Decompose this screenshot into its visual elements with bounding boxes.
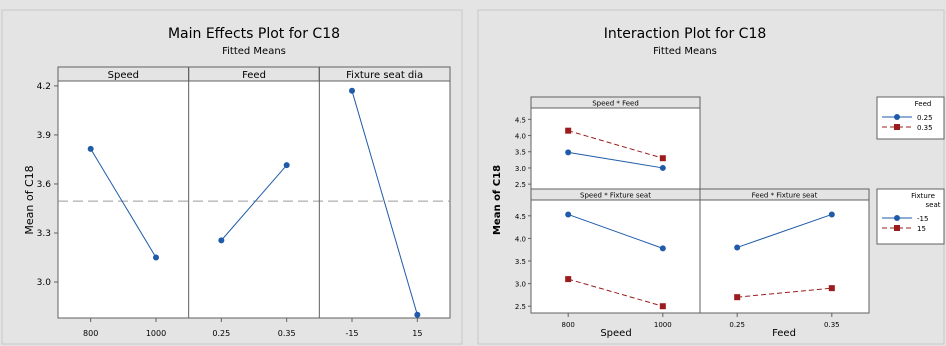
main-effects-point: [414, 311, 421, 318]
main-effects-subtitle: Fitted Means: [222, 46, 286, 57]
interaction-xtick-label: 1000: [654, 321, 672, 329]
interaction-point: [659, 303, 666, 310]
interaction-ytick-label: 3.5: [515, 258, 526, 266]
interaction-legend-box: [876, 188, 945, 245]
interaction-ylabel: Mean of C18: [492, 165, 503, 235]
interaction-legend-label: 15: [917, 225, 926, 233]
main-effects-xtick-label: 0.25: [212, 329, 230, 338]
main-effects-xtick-label: 1000: [146, 329, 166, 338]
interaction-title: Interaction Plot for C18: [604, 26, 767, 42]
interaction-point: [659, 245, 666, 252]
interaction-ytick-label: 2.5: [515, 181, 526, 189]
interaction-strip-label: Speed * Fixture seat: [580, 192, 651, 200]
interaction-series-line: [568, 213, 663, 249]
interaction-legend-marker: [894, 114, 900, 120]
interaction-strip: [699, 188, 870, 201]
main-effects-strip-label: Fixture seat dia: [346, 70, 423, 81]
main-effects-line: [220, 164, 288, 241]
main-effects-xtick-label: 15: [412, 329, 422, 338]
interaction-legend-box: [876, 96, 945, 140]
interaction-xtick-label: 0.35: [824, 321, 840, 329]
interaction-point: [565, 149, 572, 156]
interaction-strip-label: Feed * Fixture seat: [752, 192, 818, 200]
interaction-point: [734, 244, 741, 251]
interaction-ytick-label: 2.5: [515, 303, 526, 311]
main-effects-point: [153, 254, 159, 261]
interaction-ytick-label: 3.0: [515, 165, 526, 173]
interaction-ytick-label: 4.5: [515, 116, 526, 124]
main-effects-xtick-label: 800: [83, 329, 98, 338]
main-effects-point: [87, 145, 94, 152]
interaction-point: [565, 276, 572, 283]
interaction-legend-marker: [894, 225, 900, 231]
main-effects-line: [90, 148, 157, 258]
interaction-strip: [530, 96, 701, 109]
interaction-point: [828, 285, 835, 292]
main-effects-line: [351, 90, 418, 315]
interaction-point: [828, 211, 835, 218]
interaction-ytick-label: 3.0: [515, 281, 526, 289]
main-effects-xtick-label: -15: [345, 329, 358, 338]
interaction-legend-title: seat: [926, 201, 941, 209]
interaction-series-line: [568, 278, 663, 307]
interaction-series-line: [737, 213, 832, 248]
interaction-point: [659, 155, 666, 162]
main-effects-point: [349, 87, 355, 94]
interaction-ytick-label: 4.0: [515, 235, 526, 243]
interaction-point: [659, 164, 666, 171]
main-effects-ylabel: Mean of C18: [23, 165, 36, 234]
main-effects-ytick-label: 4.2: [37, 82, 51, 92]
interaction-plot-area: [699, 188, 870, 314]
interaction-ytick-label: 3.5: [515, 149, 526, 157]
interaction-subtitle: Fitted Means: [653, 46, 717, 57]
interaction-xlabel-speed: Speed: [600, 328, 631, 339]
interaction-xlabel-feed: Feed: [772, 328, 796, 339]
main-effects-ytick-label: 3.3: [37, 229, 51, 239]
interaction-legend-title: Feed: [915, 100, 932, 108]
interaction-ytick-label: 4.5: [515, 213, 526, 221]
interaction-plot-area: [530, 188, 701, 314]
interaction-legend-label: 0.25: [917, 114, 933, 122]
main-effects-strip-label: Feed: [242, 70, 266, 81]
interaction-series-line: [568, 151, 663, 169]
interaction-point: [734, 294, 741, 301]
main-effects-point: [218, 237, 225, 244]
interaction-legend-title: Fixture: [911, 192, 935, 200]
main-effects-point: [283, 162, 290, 169]
interaction-legend-marker: [894, 215, 900, 221]
main-effects-title: Main Effects Plot for C18: [168, 26, 340, 42]
main-effects-ytick-label: 3.0: [37, 278, 52, 288]
interaction-legend-label: -15: [917, 215, 928, 223]
main-effects-ytick-label: 3.9: [37, 131, 52, 141]
interaction-point: [565, 211, 572, 218]
interaction-legend-label: 0.35: [917, 124, 933, 132]
interaction-xtick-label: 0.25: [729, 321, 745, 329]
main-effects-xtick-label: 0.35: [278, 329, 296, 338]
main-effects-ytick-label: 3.6: [37, 180, 52, 190]
interaction-point: [565, 127, 572, 134]
interaction-legend-marker: [894, 124, 900, 130]
interaction-series-line: [568, 130, 663, 159]
interaction-ytick-label: 4.0: [515, 133, 526, 141]
main-effects-strip-label: Speed: [108, 70, 139, 81]
interaction-strip-label: Speed * Feed: [592, 100, 639, 108]
interaction-xtick-label: 800: [561, 321, 574, 329]
interaction-plot-area: [530, 96, 701, 190]
